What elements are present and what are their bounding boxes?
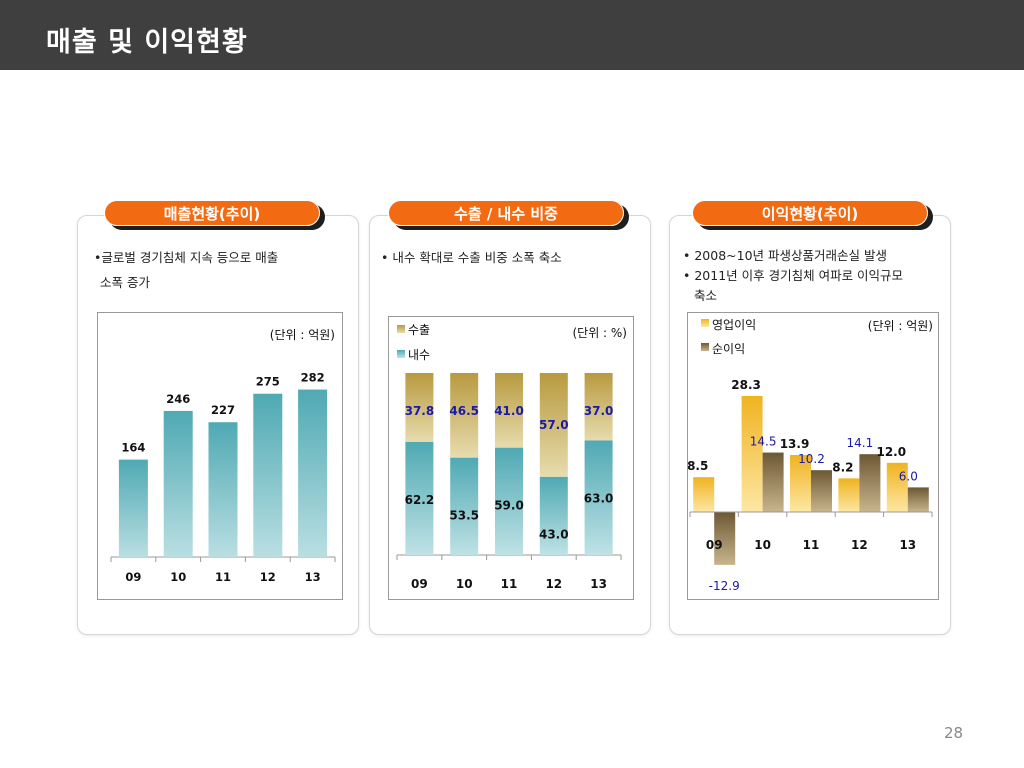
bar-operating — [741, 395, 763, 512]
data-label: 246 — [166, 392, 190, 406]
bar-export — [450, 373, 479, 458]
bar-net — [907, 487, 929, 512]
title-bar: 매출 및 이익현황 — [0, 0, 1024, 70]
data-label-domestic: 62.2 — [405, 493, 435, 507]
legend-label: 수출 — [408, 323, 430, 337]
data-label: 164 — [121, 441, 145, 455]
data-label-domestic: 53.5 — [449, 509, 479, 523]
data-label: 282 — [301, 371, 325, 385]
panel-header-profit: 이익현황(추이) — [692, 200, 928, 226]
data-label-net: 14.1 — [847, 436, 874, 450]
bullet-text: • 2011년 이후 경기침체 여파로 이익규모 — [683, 268, 904, 283]
panel-header-sales: 매출현황(추이) — [104, 200, 320, 226]
bullet-text: • 2008~10년 파생상품거래손실 발생 — [683, 248, 887, 263]
data-label: 275 — [256, 375, 280, 389]
data-label-export: 57.0 — [539, 418, 569, 432]
panel-header-export: 수출 / 내수 비중 — [388, 200, 624, 226]
x-tick-label: 11 — [215, 570, 231, 584]
bar-domestic — [405, 441, 434, 555]
x-tick-label: 13 — [305, 570, 321, 584]
x-tick-label: 12 — [545, 577, 562, 591]
data-label-export: 37.8 — [405, 404, 435, 418]
unit-label: (단위 : 억원) — [270, 328, 335, 342]
x-tick-label: 10 — [754, 538, 771, 552]
sales-bar-chart: (단위 : 억원) 164 09 246 10 227 11 275 12 282 13 — [110, 328, 336, 584]
bar-net — [811, 470, 832, 512]
page-title: 매출 및 이익현황 — [46, 27, 248, 58]
bar-domestic — [450, 457, 479, 555]
data-label-export: 37.0 — [584, 404, 614, 418]
bullet-text: 소폭 증가 — [100, 275, 150, 290]
bar — [163, 410, 193, 557]
bar-export — [584, 373, 613, 441]
data-label-net: -12.9 — [709, 579, 740, 593]
page-number: 28 — [944, 724, 964, 742]
data-label-operating: 8.5 — [688, 459, 708, 473]
bar-export — [495, 373, 523, 448]
bar-domestic — [584, 440, 613, 555]
x-tick-label: 13 — [590, 577, 607, 591]
data-label-net: 10.2 — [798, 452, 825, 466]
bar-net — [714, 512, 736, 565]
data-label: 227 — [211, 403, 235, 417]
data-label-operating: 12.0 — [876, 445, 906, 459]
data-label-domestic: 63.0 — [584, 491, 614, 505]
legend-swatch-export — [397, 325, 405, 333]
legend-swatch-domestic — [397, 350, 405, 358]
bullet-text: • 내수 확대로 수출 비중 소폭 축소 — [381, 250, 562, 265]
data-label-operating: 13.9 — [780, 437, 810, 451]
bullet-text: 축소 — [694, 288, 718, 303]
x-tick-label: 11 — [803, 538, 820, 552]
x-tick-label: 09 — [125, 570, 141, 584]
x-tick-label: 12 — [260, 570, 276, 584]
bar-export — [405, 373, 434, 442]
data-label-domestic: 43.0 — [539, 528, 569, 542]
bar — [298, 389, 328, 557]
bar-operating — [886, 462, 908, 512]
x-tick-label: 10 — [170, 570, 186, 584]
legend-label: 영업이익 — [712, 318, 756, 332]
x-tick-label: 11 — [501, 577, 518, 591]
bar-operating — [790, 455, 811, 512]
legend-swatch-net — [701, 343, 709, 351]
bar-operating — [693, 477, 715, 512]
unit-label: (단위 : 억원) — [868, 319, 933, 333]
data-label-operating: 28.3 — [731, 378, 761, 392]
x-tick-label: 10 — [456, 577, 473, 591]
data-label-net: 6.0 — [899, 469, 918, 483]
x-tick-label: 09 — [706, 538, 723, 552]
sales-chart: (단위 : 억원) 164 09 246 10 227 11 275 12 282 13 — [97, 312, 343, 600]
bar-domestic — [539, 476, 568, 555]
legend-swatch-operating — [701, 319, 709, 327]
unit-label: (단위 : %) — [572, 326, 627, 340]
bar-net — [859, 454, 881, 512]
legend-label: 순이익 — [712, 342, 745, 356]
bar — [208, 422, 238, 557]
x-tick-label: 09 — [411, 577, 428, 591]
bar — [253, 393, 283, 557]
x-tick-label: 12 — [851, 538, 868, 552]
x-tick-label: 13 — [899, 538, 916, 552]
bar-export — [539, 373, 568, 477]
data-label-domestic: 59.0 — [494, 499, 524, 513]
data-label-net: 14.5 — [750, 435, 777, 449]
legend-label: 내수 — [408, 348, 430, 362]
bar-net — [762, 452, 784, 512]
bar-domestic — [495, 447, 523, 555]
data-label-operating: 8.2 — [832, 460, 853, 474]
bar-operating — [838, 478, 860, 512]
bullet-text: •글로벌 경기침체 지속 등으로 매출 — [94, 250, 279, 265]
data-label-export: 46.5 — [449, 404, 479, 418]
bar — [118, 459, 148, 557]
data-label-export: 41.0 — [494, 404, 524, 418]
